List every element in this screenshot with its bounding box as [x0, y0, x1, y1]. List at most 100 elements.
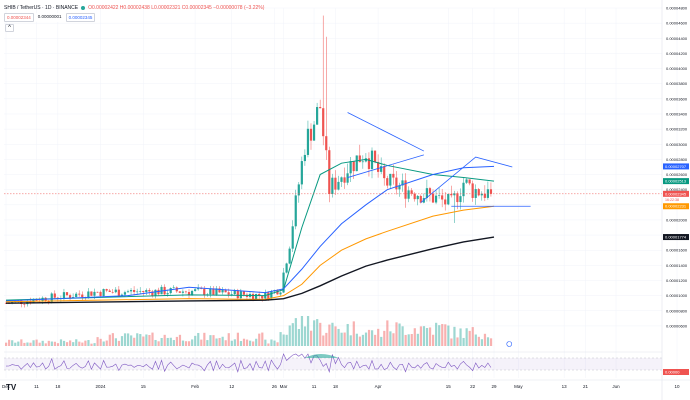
- price-axis-label: 0.00003400: [666, 111, 688, 116]
- candle-body: [258, 293, 261, 296]
- volume-bar: [273, 340, 276, 346]
- volume-bar: [291, 323, 294, 346]
- candle-body: [477, 189, 480, 196]
- time-axis-label: 21: [583, 384, 589, 389]
- volume-bar: [377, 328, 380, 346]
- symbol-title[interactable]: SHIB / TetherUS · 1D · BINANCE: [4, 5, 79, 11]
- candle-body: [453, 193, 456, 196]
- volume-bar: [78, 341, 81, 346]
- candle-body: [203, 288, 206, 296]
- candle-body: [361, 161, 364, 163]
- candle-body: [261, 295, 264, 299]
- candle-body: [184, 291, 188, 293]
- volume-bar: [17, 341, 20, 346]
- collapse-legend-button[interactable]: ^: [5, 24, 14, 32]
- quantity-value: 0.00000001: [35, 13, 64, 22]
- volume-bar: [93, 343, 96, 346]
- volume-bar: [209, 335, 212, 346]
- volume-bar: [392, 333, 395, 346]
- volume-bar: [87, 340, 90, 346]
- candle-body: [129, 290, 133, 292]
- volume-bar: [194, 335, 197, 346]
- buy-button[interactable]: 0.00002345: [65, 13, 96, 22]
- candle-body: [145, 289, 148, 293]
- volume-bar: [258, 333, 261, 346]
- candle-body: [133, 290, 136, 292]
- candle-body: [383, 166, 386, 179]
- candle-body: [370, 150, 374, 169]
- candle-body: [462, 182, 465, 197]
- volume-bar: [178, 334, 182, 346]
- volume-bar: [239, 341, 243, 346]
- volume-bar: [483, 333, 487, 346]
- volume-bar: [75, 339, 78, 346]
- volume-bar: [218, 337, 221, 346]
- volume-bar: [337, 328, 340, 346]
- candle-body: [96, 291, 99, 293]
- candle-body: [416, 195, 419, 200]
- sell-button[interactable]: 0.00002344: [4, 13, 34, 22]
- volume-bar: [380, 336, 383, 346]
- candle-body: [78, 293, 81, 295]
- volume-bar: [474, 334, 477, 346]
- price-badge: [663, 163, 689, 170]
- price-axis-label: 0.00003800: [666, 81, 688, 86]
- candle-body: [300, 161, 303, 185]
- time-axis-label: Dec: [2, 384, 11, 389]
- volume-bar: [38, 342, 41, 346]
- ohlc-values: O0.00002422 H0.00002438 L0.00002321 C0.0…: [88, 5, 265, 11]
- volume-bar: [432, 334, 435, 346]
- volume-bar: [441, 324, 444, 346]
- volume-bar: [245, 339, 249, 346]
- candle-body: [209, 288, 212, 295]
- volume-bar: [66, 342, 69, 346]
- candle-body: [108, 290, 111, 292]
- candle-body: [431, 193, 435, 203]
- volume-bar: [117, 340, 121, 346]
- candle-body: [343, 177, 346, 183]
- volume-bar: [255, 338, 258, 346]
- candle-body: [459, 196, 462, 203]
- volume-bar: [105, 340, 108, 346]
- candle-body: [68, 295, 72, 298]
- volume-bar: [181, 340, 185, 346]
- volume-bar: [407, 334, 410, 346]
- candle-body: [373, 150, 377, 162]
- volume-bar: [367, 329, 371, 346]
- candle-body: [136, 291, 139, 293]
- moving-average-line: [5, 165, 495, 302]
- volume-bar: [172, 340, 175, 346]
- candle-body: [276, 290, 279, 295]
- volume-bar: [389, 331, 392, 346]
- volume-bar: [297, 329, 300, 346]
- trendline: [347, 154, 424, 178]
- candle-body: [358, 155, 361, 163]
- volume-bar: [261, 332, 264, 346]
- candle-body: [468, 179, 471, 184]
- volume-bar: [447, 325, 450, 346]
- candle-body: [441, 195, 444, 200]
- volume-bar: [404, 334, 407, 346]
- volume-bar: [398, 323, 401, 346]
- candle-body: [139, 291, 142, 292]
- event-marker-icon: [506, 341, 513, 347]
- candle-body: [294, 195, 297, 227]
- candle-body: [325, 136, 328, 151]
- time-axis-label: Apr: [375, 384, 383, 389]
- candle-body: [187, 292, 191, 295]
- candle-body: [151, 291, 154, 296]
- volume-bar: [343, 332, 346, 346]
- candle-body: [23, 304, 26, 305]
- candle-body: [255, 293, 258, 300]
- volume-bar: [81, 342, 84, 346]
- volume-bar: [23, 342, 26, 346]
- candle-body: [224, 290, 227, 293]
- volume-bar: [151, 332, 154, 346]
- price-axis-label: 0.00004000: [666, 66, 688, 71]
- volume-bar: [453, 326, 456, 346]
- chart-legend: SHIB / TetherUS · 1D · BINANCE O0.000024…: [4, 3, 264, 13]
- time-axis-label: 15: [446, 384, 452, 389]
- volume-bar: [29, 342, 32, 346]
- tradingview-logo: TV: [6, 383, 17, 392]
